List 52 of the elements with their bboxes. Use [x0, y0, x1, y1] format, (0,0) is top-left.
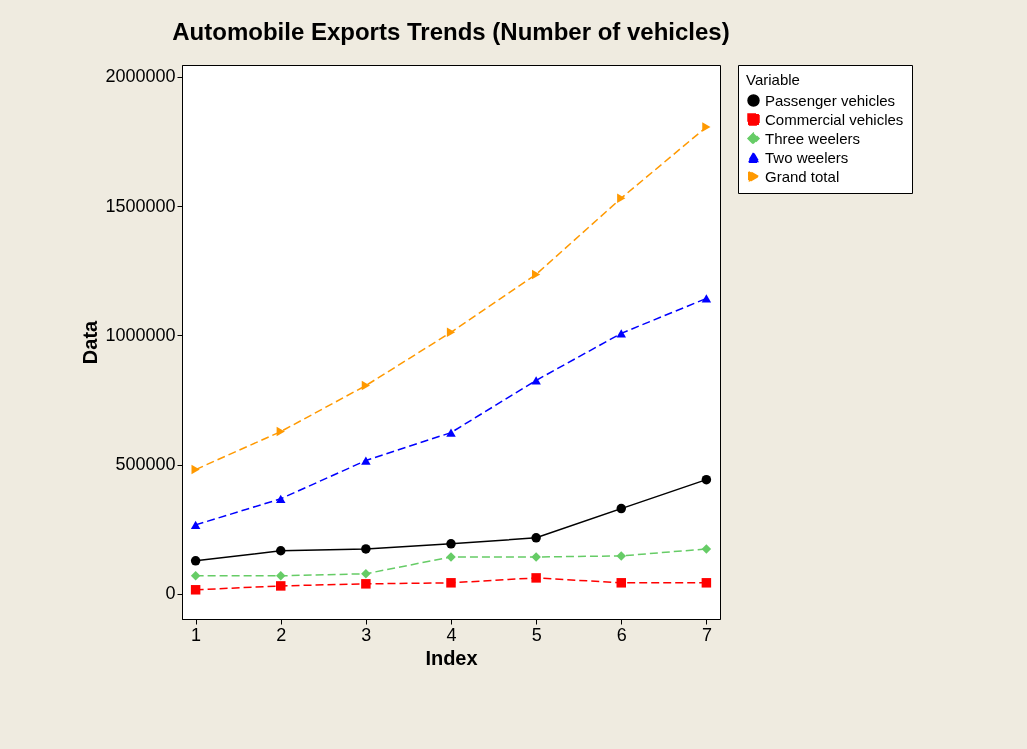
- point: [616, 578, 626, 588]
- point: [531, 573, 541, 583]
- x-tick-label: 1: [191, 624, 202, 645]
- legend-title: Variable: [746, 71, 800, 88]
- point: [190, 585, 201, 595]
- x-tick-label: 4: [446, 624, 457, 645]
- point: [191, 464, 200, 475]
- x-tick-label: 7: [701, 624, 712, 645]
- point: [616, 503, 626, 514]
- legend-label: Commercial vehicles: [765, 110, 904, 128]
- point: [617, 193, 626, 203]
- point: [361, 380, 370, 391]
- point: [276, 571, 286, 581]
- point: [190, 556, 201, 566]
- point: [446, 578, 456, 588]
- point: [446, 327, 456, 338]
- y-tick-label: 1000000: [105, 324, 176, 345]
- point: [532, 269, 541, 280]
- y-axis-title: Data: [79, 319, 102, 365]
- legend-label: Three weelers: [765, 129, 861, 147]
- point: [276, 546, 286, 556]
- x-axis-title: Index: [425, 646, 478, 669]
- legend-label: Two weelers: [765, 148, 849, 166]
- point: [531, 533, 541, 543]
- point: [446, 428, 456, 437]
- point: [701, 474, 712, 485]
- point: [190, 571, 201, 581]
- point: [190, 520, 201, 530]
- x-tick-label: 5: [531, 624, 542, 645]
- point: [276, 494, 286, 503]
- point: [361, 456, 371, 465]
- point: [276, 426, 285, 437]
- point: [361, 544, 371, 554]
- point: [616, 551, 626, 561]
- y-tick-label: 2000000: [105, 66, 176, 87]
- legend-label: Grand total: [765, 167, 840, 185]
- point: [701, 544, 712, 554]
- x-tick-label: 3: [361, 624, 372, 645]
- chart-title: Automobile Exports Trends (Number of vehicles): [172, 17, 730, 45]
- legend-label: Passenger vehicles: [765, 91, 896, 109]
- point: [361, 569, 371, 579]
- point: [701, 294, 712, 303]
- point: [276, 581, 286, 591]
- point: [361, 579, 371, 589]
- y-tick-label: 500000: [115, 454, 176, 475]
- y-tick-label: 1500000: [105, 195, 176, 216]
- point: [446, 539, 456, 549]
- point: [701, 578, 712, 588]
- y-tick-label: 0: [165, 583, 176, 604]
- x-tick-label: 6: [616, 624, 627, 645]
- x-tick-label: 2: [276, 624, 287, 645]
- point: [702, 122, 711, 132]
